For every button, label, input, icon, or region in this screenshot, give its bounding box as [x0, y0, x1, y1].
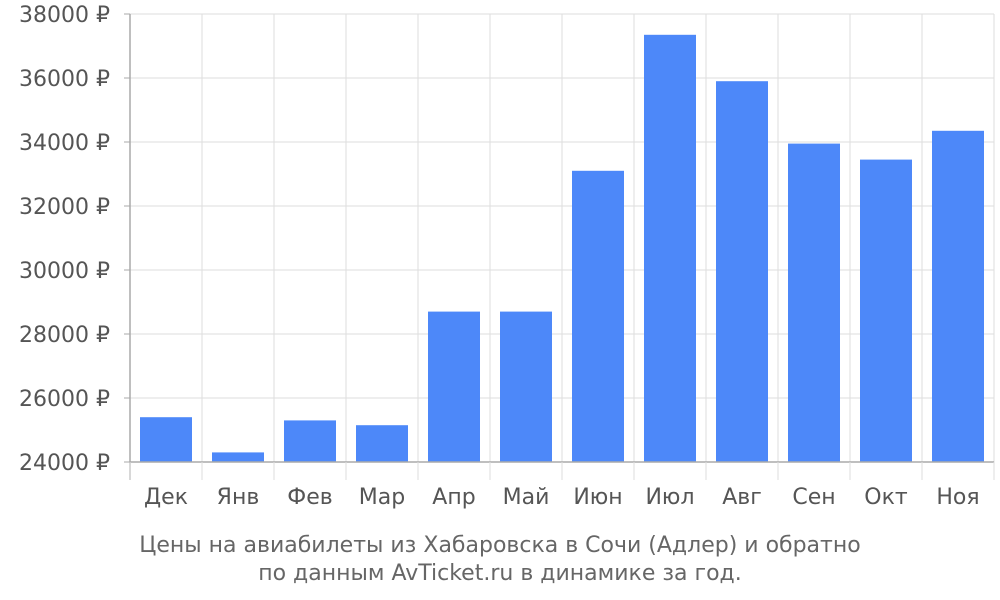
x-tick-label: Фев	[287, 485, 332, 510]
bar-8	[644, 34, 696, 463]
bar-9	[716, 81, 768, 462]
bar-chart: 24000 ₽ 26000 ₽ 28000 ₽ 30000 ₽ 32000 ₽ 34000…	[19, 3, 995, 510]
x-tick-label: Авг	[722, 485, 762, 510]
x-tick-label: Сен	[792, 485, 835, 510]
y-tick-label: 26000 ₽	[19, 387, 110, 412]
x-tick-label: Дек	[144, 485, 188, 510]
y-tick-label: 38000 ₽	[19, 3, 110, 28]
bar-1	[140, 417, 192, 462]
bar-10	[788, 143, 840, 462]
bar-6	[500, 311, 552, 462]
y-tick-label: 36000 ₽	[19, 67, 110, 92]
x-tick-labels: Дек Янв Фев Мар Апр Май Июн Июл Авг Сен Окт Ноя	[144, 485, 980, 510]
y-tick-labels: 24000 ₽ 26000 ₽ 28000 ₽ 30000 ₽ 32000 ₽ 34000…	[19, 3, 110, 476]
bar-2	[212, 452, 264, 462]
y-tick-label: 32000 ₽	[19, 195, 110, 220]
caption-line-1: Цены на авиабилеты из Хабаровска в Сочи …	[139, 533, 861, 558]
bar-4	[356, 425, 408, 462]
x-tick-label: Июн	[573, 485, 622, 510]
x-tick-label: Май	[503, 485, 550, 510]
y-tick-label: 28000 ₽	[19, 323, 110, 348]
y-tick-label: 30000 ₽	[19, 259, 110, 284]
bar-3	[284, 420, 336, 462]
bar-12	[932, 130, 984, 463]
x-tick-label: Янв	[217, 485, 260, 510]
bar-7	[572, 170, 624, 463]
x-tick-label: Апр	[432, 485, 475, 510]
x-tick-label: Окт	[864, 485, 908, 510]
axes	[124, 13, 995, 480]
caption-line-2: по данным AvTicket.ru в динамике за год.	[258, 561, 742, 586]
x-tick-label: Июл	[645, 485, 694, 510]
y-tick-label: 34000 ₽	[19, 131, 110, 156]
y-tick-label: 24000 ₽	[19, 451, 110, 476]
grid-lines	[130, 13, 995, 463]
bars	[140, 34, 984, 463]
chart-caption: Цены на авиабилеты из Хабаровска в Сочи …	[0, 532, 1000, 588]
x-tick-label: Ноя	[936, 485, 979, 510]
bar-11	[860, 159, 912, 462]
bar-5	[428, 311, 480, 462]
x-tick-label: Мар	[359, 485, 405, 510]
